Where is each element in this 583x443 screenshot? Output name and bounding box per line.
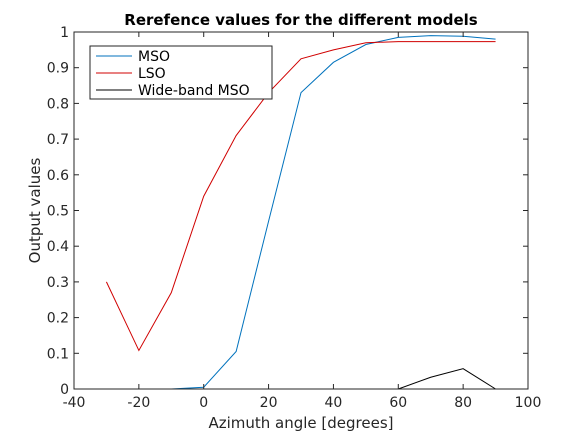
- x-tick-label: 60: [389, 395, 407, 411]
- x-tick-label: 40: [325, 395, 343, 411]
- y-tick-label: 0.2: [47, 311, 69, 327]
- legend-label-wide-band-mso: Wide-band MSO: [138, 83, 250, 99]
- series-line-lso: [105, 41, 496, 352]
- y-axis-label: Output values: [26, 157, 44, 263]
- x-tick-label: 80: [454, 395, 472, 411]
- tick-layer: -40 -20 0 20 40 60 80 100 0 0.1 0.2 0.3 0.4 0.5 0.6 0.7…: [47, 25, 542, 411]
- x-tick-label: 0: [199, 395, 208, 411]
- y-tick-label: 0: [60, 382, 69, 398]
- chart-title: Rerefence values for the different model…: [124, 11, 478, 29]
- y-tick-label: 0.1: [47, 346, 69, 362]
- y-tick-label: 0.7: [47, 132, 69, 148]
- y-tick-label: 0.4: [47, 239, 69, 255]
- y-tick-label: 0.5: [47, 204, 69, 220]
- x-tick-label: 20: [260, 395, 278, 411]
- y-tick-label: 0.6: [47, 168, 69, 184]
- y-tick-label: 0.8: [47, 96, 69, 112]
- y-tick-label: 0.9: [47, 61, 69, 77]
- legend-label-lso: LSO: [138, 66, 166, 82]
- x-tick-label: -20: [127, 395, 150, 411]
- x-tick-label: 100: [515, 395, 542, 411]
- x-tick-label: -40: [63, 395, 86, 411]
- y-tick-label: 1: [60, 25, 69, 41]
- x-axis-label: Azimuth angle [degrees]: [208, 414, 393, 432]
- legend: MSO LSO Wide-band MSO: [89, 45, 273, 100]
- legend-label-mso: MSO: [138, 49, 170, 65]
- y-tick-label: 0.3: [47, 275, 69, 291]
